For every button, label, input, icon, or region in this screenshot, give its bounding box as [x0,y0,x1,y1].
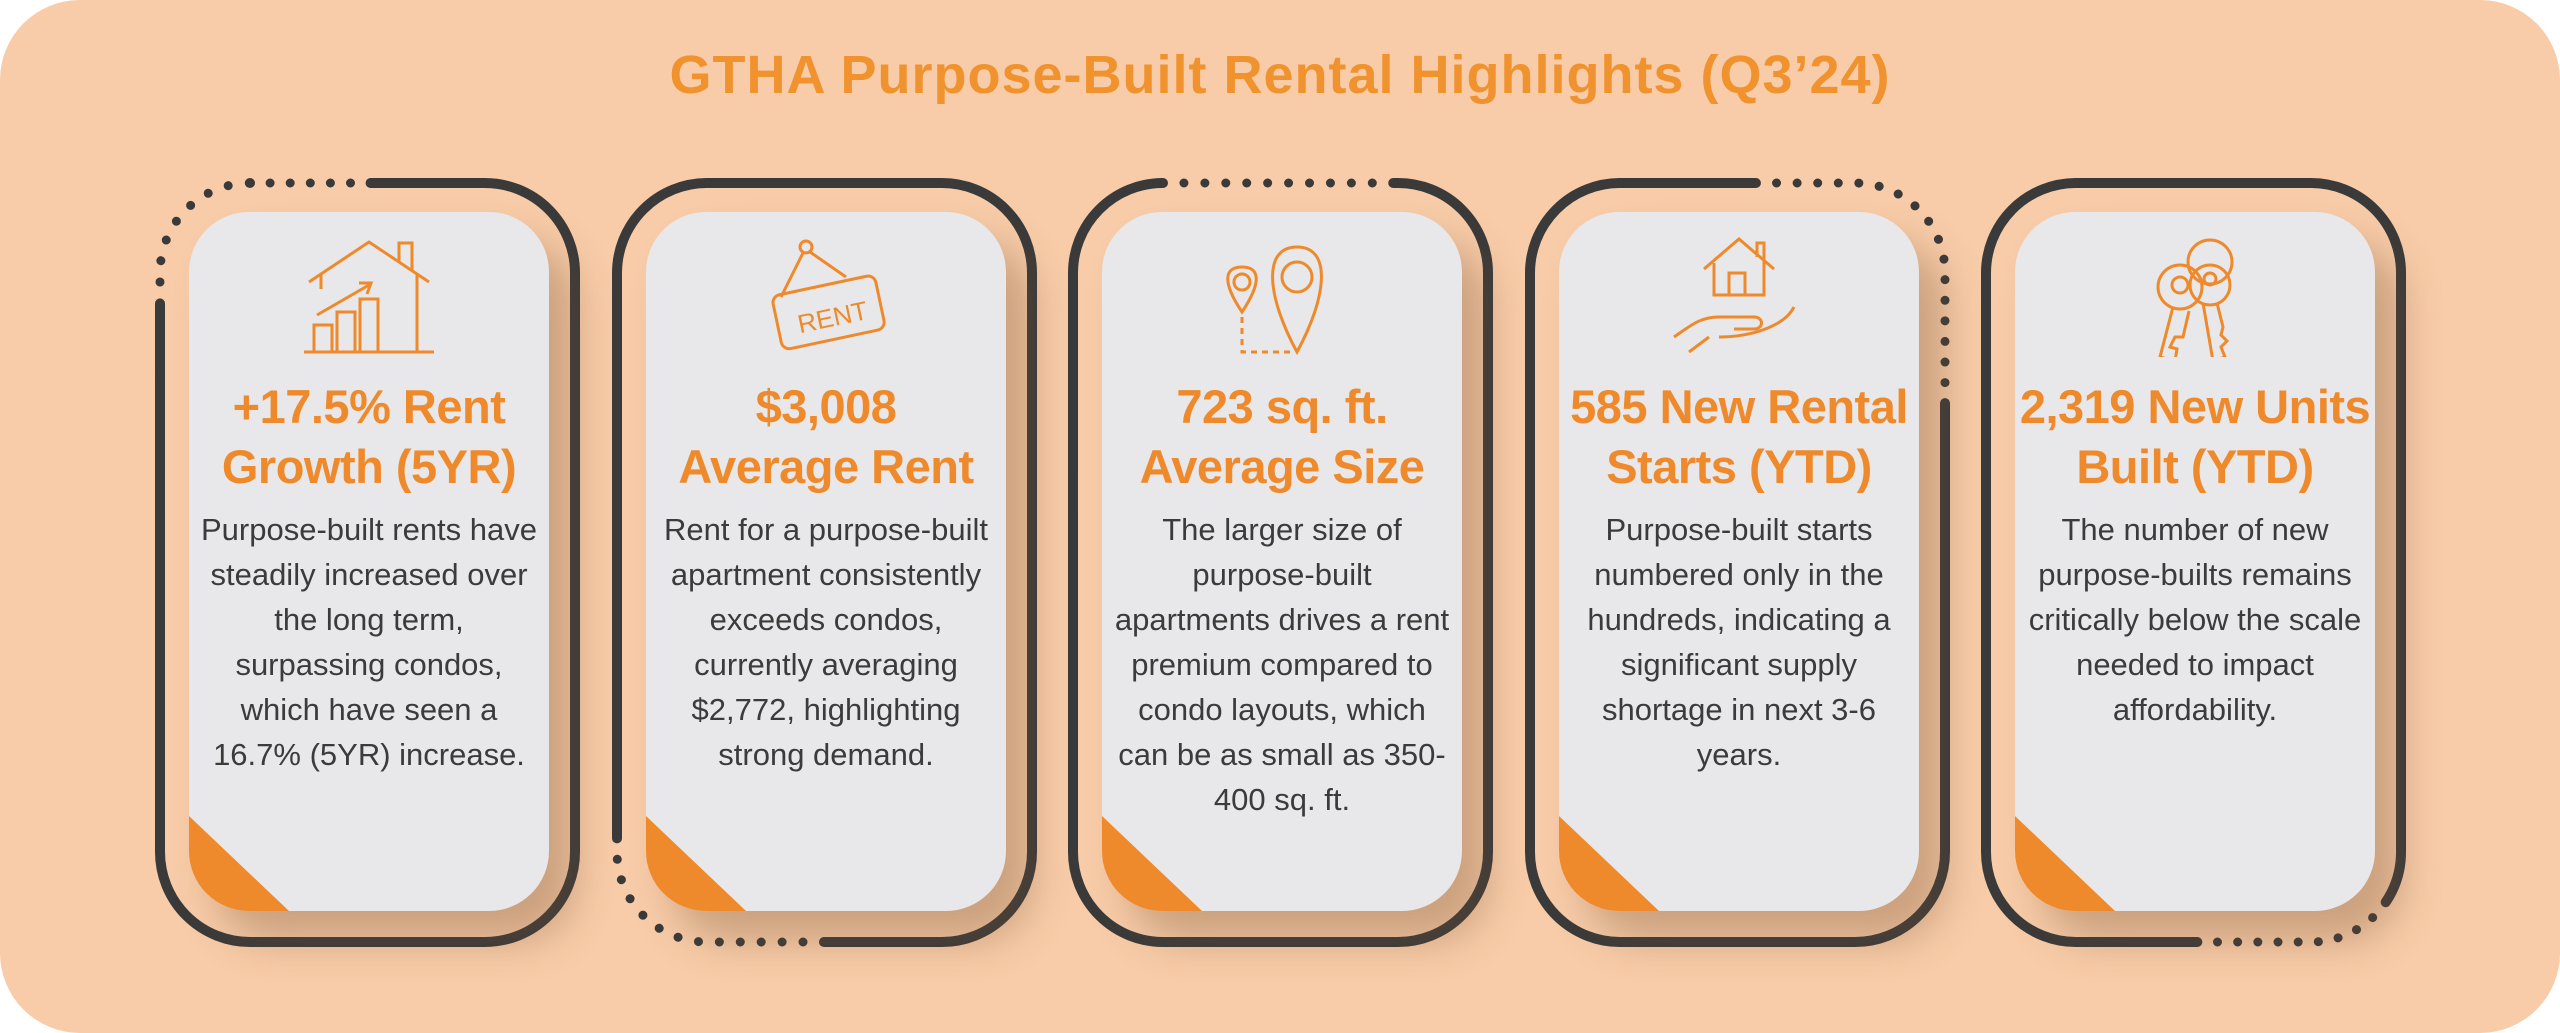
card-description: The number of new purpose-builts remains… [2028,512,2362,727]
highlight-card: 2,319 New Units Built (YTD) The number of… [2015,212,2375,911]
rent-sign-icon: RENT [646,237,1006,357]
highlight-card-frame: 2,319 New Units Built (YTD) The number of… [1981,178,2406,947]
page-title: GTHA Purpose-Built Rental Highlights (Q3… [669,45,1891,105]
card-border [612,178,1037,947]
headline-line-2: Average Rent [678,440,974,493]
card-description: Rent for a purpose-built apartment consi… [664,512,988,772]
headline-line-2: Starts (YTD) [1606,440,1872,493]
highlight-card-frame: 585 New Rental Starts (YTD) Purpose-built… [1525,178,1950,947]
corner-accent [1559,816,1659,911]
house-growth-chart-icon [189,237,549,357]
highlight-card: RENT $3,008 Average Rent Rent for a purpo… [646,212,1006,911]
location-pins-icon [1102,237,1462,357]
card-border [1525,178,1950,947]
card-headline: 723 sq. ft. Average Size [1102,377,1462,497]
headline-line-2: Built (YTD) [2076,440,2314,493]
headline-line-1: 2,319 New Units [2019,380,2371,433]
keys-icon [2015,237,2375,357]
card-description: The larger size of purpose-built apartme… [1114,512,1450,817]
card-border [1068,178,1493,947]
corner-accent [646,816,746,911]
card-headline: 2,319 New Units Built (YTD) [2015,377,2375,497]
highlight-card: 723 sq. ft. Average Size The larger size … [1102,212,1462,911]
card-description: Purpose-built starts numbered only in th… [1587,512,1891,772]
headline-line-1: 723 sq. ft. [1176,380,1388,433]
headline-line-1: 585 New Rental [1570,380,1908,433]
highlight-card-frame: RENT $3,008 Average Rent Rent for a purpo… [612,178,1037,947]
highlight-card-frame: +17.5% Rent Growth (5YR) Purpose-built re… [155,178,580,947]
headline-line-1: +17.5% Rent [232,380,506,433]
card-headline: 585 New Rental Starts (YTD) [1559,377,1919,497]
headline-line-2: Average Size [1139,440,1425,493]
card-description: Purpose-built rents have steadily increa… [200,512,538,772]
corner-accent [1102,816,1202,911]
highlight-card: 585 New Rental Starts (YTD) Purpose-built… [1559,212,1919,911]
card-border [1981,178,2406,947]
house-in-hand-icon [1559,237,1919,357]
headline-line-2: Growth (5YR) [221,440,517,493]
corner-accent [2015,816,2115,911]
highlight-card-frame: 723 sq. ft. Average Size The larger size … [1068,178,1493,947]
card-headline: $3,008 Average Rent [646,377,1006,497]
card-border [155,178,580,947]
card-headline: +17.5% Rent Growth (5YR) [189,377,549,497]
corner-accent [189,816,289,911]
highlight-card: +17.5% Rent Growth (5YR) Purpose-built re… [189,212,549,911]
headline-line-1: $3,008 [755,380,897,433]
